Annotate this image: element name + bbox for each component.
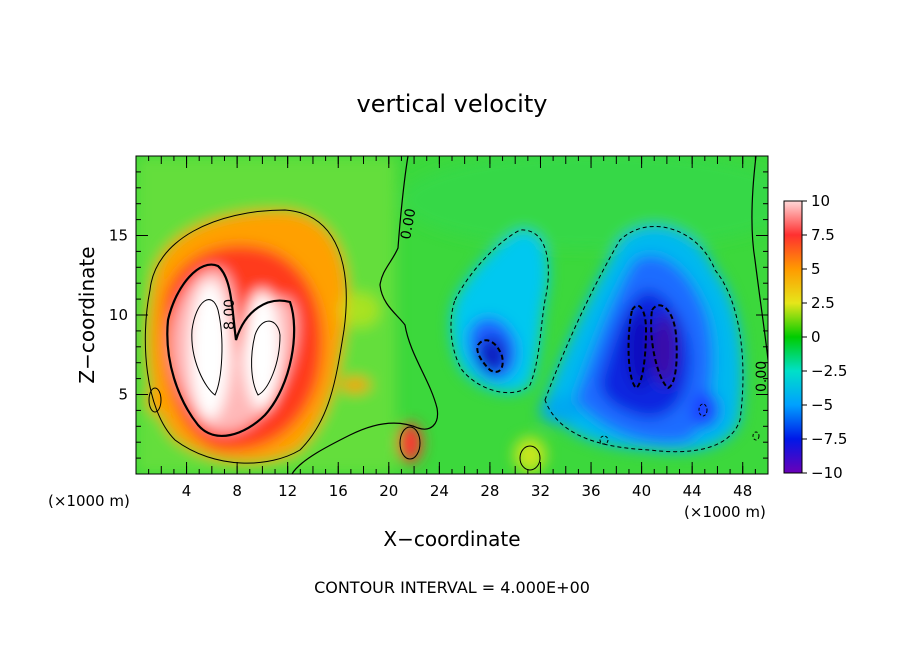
colorbar-tick-label: −7.5 — [811, 430, 847, 448]
x-unit-left: (×1000 m) — [48, 492, 130, 510]
x-tick-label: 32 — [531, 482, 550, 500]
contour-12 — [251, 320, 281, 396]
colorbar-ticks: 10 7.5 5 2.5 0 −2.5 −5 −7.5 −10 — [802, 192, 847, 482]
contour-4 — [144, 209, 347, 464]
zero-contour — [751, 156, 768, 361]
colorbar-tick-label: −2.5 — [811, 362, 847, 380]
colorbar-tick-label: 0 — [811, 328, 821, 346]
x-tick-label: 12 — [278, 482, 297, 500]
x-tick-label: 4 — [182, 482, 192, 500]
colorbar-gradient — [783, 200, 803, 474]
colorbar: 10 7.5 5 2.5 0 −2.5 −5 −7.5 −10 — [783, 192, 847, 482]
y-axis: 5 10 15 — [109, 171, 768, 459]
plot-area: 0.00 8.00 0.00 — [136, 156, 770, 474]
y-axis-label: Z−coordinate — [75, 246, 99, 383]
colorbar-tick-label: 10 — [811, 192, 830, 210]
chart-title: vertical velocity — [357, 90, 548, 118]
contour-12 — [191, 299, 223, 396]
x-tick-label: 48 — [733, 482, 752, 500]
x-unit-right: (×1000 m) — [684, 503, 766, 521]
contour-neg8 — [627, 304, 648, 390]
x-tick-label: 44 — [683, 482, 702, 500]
x-tick-label: 40 — [632, 482, 651, 500]
contour-neg8 — [650, 304, 678, 390]
contour-neg4 — [450, 229, 549, 394]
contour-interval-note: CONTOUR INTERVAL = 4.000E+00 — [314, 578, 590, 597]
y-tick-label: 15 — [109, 227, 128, 245]
y-tick-label: 5 — [118, 386, 128, 404]
x-tick-label: 20 — [379, 482, 398, 500]
x-tick-label: 28 — [480, 482, 499, 500]
x-tick-label: 16 — [329, 482, 348, 500]
x-tick-label: 24 — [430, 482, 449, 500]
colorbar-tick-label: −10 — [811, 464, 843, 482]
colorbar-tick-label: −5 — [811, 396, 833, 414]
colorbar-tick-label: 5 — [811, 260, 821, 278]
y-tick-label: 10 — [109, 306, 128, 324]
x-tick-label: 36 — [581, 482, 600, 500]
colorbar-tick-label: 7.5 — [811, 226, 835, 244]
zero-contour — [291, 156, 439, 474]
contour-neg4 — [544, 225, 744, 453]
contour-lines — [144, 156, 768, 474]
x-axis-label: X−coordinate — [383, 527, 520, 551]
contour-label: 0.00 — [754, 361, 770, 392]
x-axis: 4 8 12 16 20 24 28 32 36 40 44 48 — [148, 156, 756, 500]
contour-label: 8.00 — [222, 299, 238, 330]
contour-neg8 — [476, 339, 504, 373]
contour-8 — [166, 263, 296, 437]
contour-label: 0.00 — [398, 207, 419, 240]
colorbar-tick-label: 2.5 — [811, 294, 835, 312]
x-tick-label: 8 — [232, 482, 242, 500]
